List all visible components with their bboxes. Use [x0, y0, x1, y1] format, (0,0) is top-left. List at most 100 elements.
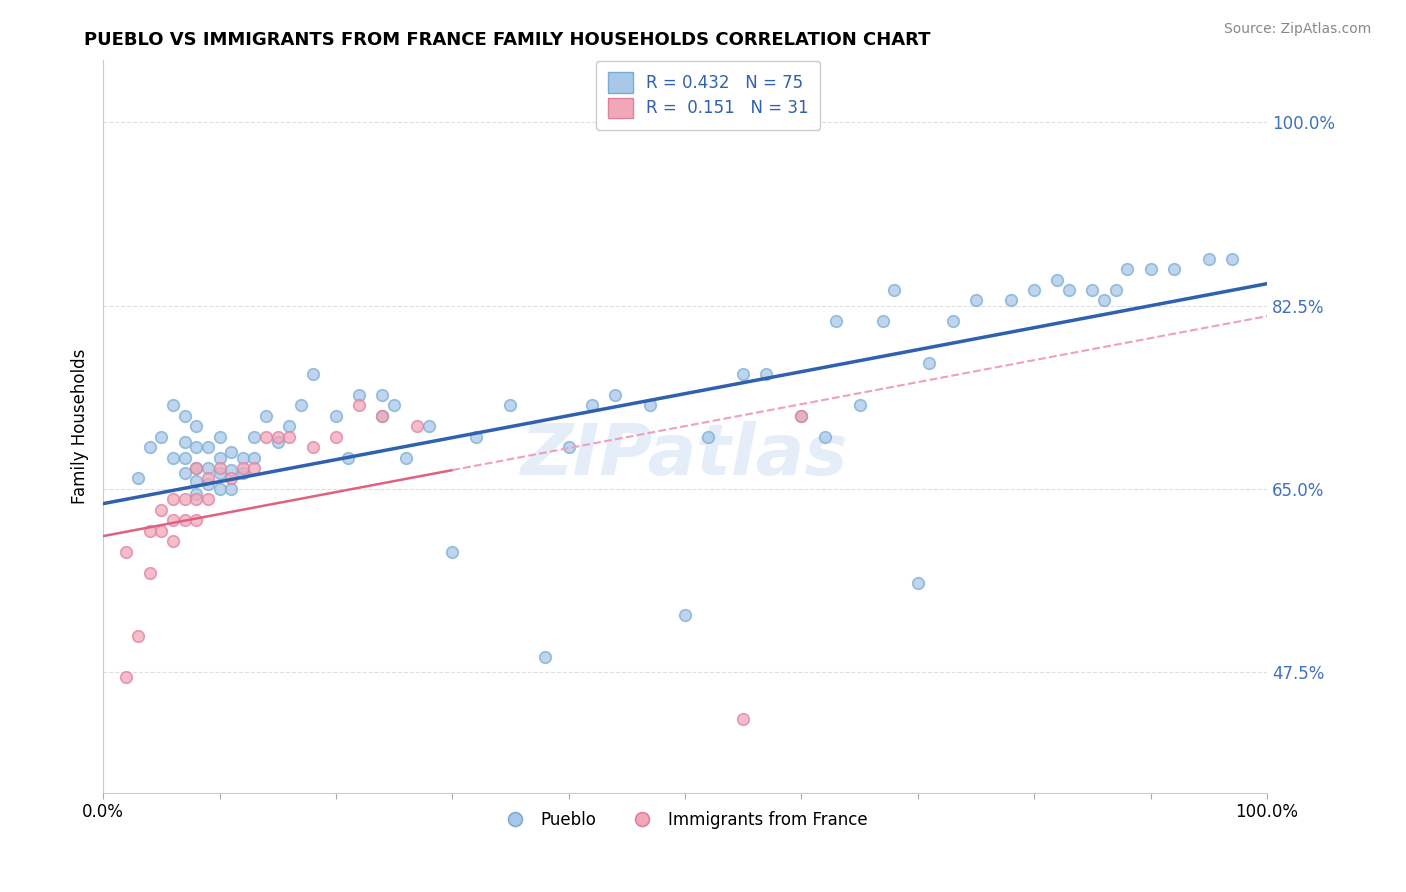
Point: [733, 367, 755, 381]
Point: [186, 474, 208, 488]
Point: [254, 429, 277, 443]
Text: PUEBLO VS IMMIGRANTS FROM FRANCE FAMILY HOUSEHOLDS CORRELATION CHART: PUEBLO VS IMMIGRANTS FROM FRANCE FAMILY …: [84, 31, 931, 49]
Point: [1198, 252, 1220, 266]
Point: [441, 545, 464, 559]
Point: [1220, 252, 1243, 266]
Legend: Pueblo, Immigrants from France: Pueblo, Immigrants from France: [495, 805, 875, 836]
Point: [186, 513, 208, 527]
Point: [336, 450, 359, 465]
Y-axis label: Family Households: Family Households: [72, 349, 89, 504]
Point: [1104, 283, 1126, 297]
Point: [325, 429, 347, 443]
Point: [278, 419, 301, 434]
Point: [197, 440, 219, 454]
Point: [150, 524, 173, 538]
Point: [162, 492, 184, 507]
Point: [325, 409, 347, 423]
Point: [232, 461, 254, 475]
Point: [219, 463, 242, 477]
Point: [278, 429, 301, 443]
Point: [186, 461, 208, 475]
Point: [1024, 283, 1046, 297]
Point: [464, 429, 486, 443]
Point: [733, 712, 755, 726]
Point: [208, 461, 231, 475]
Point: [219, 445, 242, 459]
Point: [755, 367, 778, 381]
Point: [1116, 262, 1139, 277]
Point: [208, 429, 231, 443]
Point: [254, 409, 277, 423]
Point: [301, 367, 323, 381]
Point: [138, 566, 160, 580]
Point: [534, 649, 557, 664]
Text: Source: ZipAtlas.com: Source: ZipAtlas.com: [1223, 22, 1371, 37]
Point: [371, 409, 394, 423]
Point: [418, 419, 440, 434]
Point: [395, 450, 418, 465]
Point: [162, 398, 184, 412]
Point: [499, 398, 522, 412]
Point: [406, 419, 429, 434]
Point: [197, 471, 219, 485]
Point: [150, 429, 173, 443]
Point: [243, 450, 266, 465]
Point: [197, 461, 219, 475]
Point: [557, 440, 579, 454]
Point: [173, 492, 195, 507]
Point: [872, 314, 894, 328]
Point: [127, 629, 149, 643]
Point: [790, 409, 813, 423]
Point: [162, 450, 184, 465]
Point: [186, 487, 208, 501]
Point: [162, 513, 184, 527]
Point: [186, 492, 208, 507]
Point: [208, 482, 231, 496]
Point: [1057, 283, 1080, 297]
Point: [697, 429, 720, 443]
Point: [138, 524, 160, 538]
Point: [138, 440, 160, 454]
Point: [638, 398, 661, 412]
Point: [232, 467, 254, 481]
Point: [243, 461, 266, 475]
Point: [290, 398, 312, 412]
Point: [186, 440, 208, 454]
Point: [673, 607, 696, 622]
Point: [814, 429, 837, 443]
Point: [173, 409, 195, 423]
Point: [243, 429, 266, 443]
Point: [150, 503, 173, 517]
Point: [267, 429, 290, 443]
Point: [219, 471, 242, 485]
Point: [173, 467, 195, 481]
Point: [115, 545, 138, 559]
Point: [301, 440, 323, 454]
Point: [1092, 293, 1115, 308]
Point: [173, 513, 195, 527]
Point: [965, 293, 987, 308]
Point: [115, 670, 138, 684]
Point: [347, 398, 370, 412]
Point: [382, 398, 405, 412]
Point: [848, 398, 870, 412]
Point: [825, 314, 848, 328]
Point: [186, 419, 208, 434]
Point: [208, 467, 231, 481]
Point: [371, 388, 394, 402]
Point: [942, 314, 965, 328]
Point: [267, 434, 290, 449]
Point: [605, 388, 627, 402]
Point: [127, 471, 149, 485]
Point: [883, 283, 905, 297]
Point: [173, 434, 195, 449]
Point: [1139, 262, 1161, 277]
Point: [197, 492, 219, 507]
Point: [1163, 262, 1185, 277]
Point: [1081, 283, 1104, 297]
Point: [162, 534, 184, 549]
Point: [232, 450, 254, 465]
Point: [173, 450, 195, 465]
Point: [1000, 293, 1022, 308]
Point: [790, 409, 813, 423]
